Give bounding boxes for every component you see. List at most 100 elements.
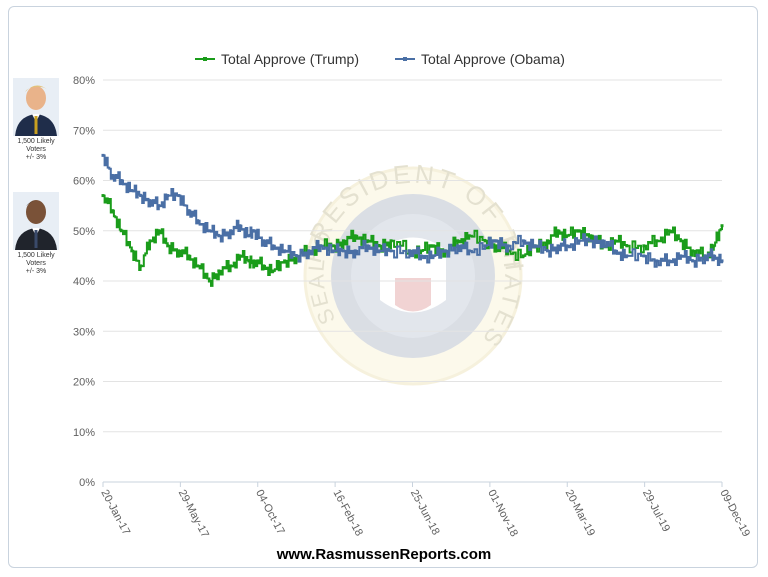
data-point[interactable] [110, 209, 114, 213]
data-point[interactable] [353, 249, 357, 253]
data-point[interactable] [691, 259, 695, 263]
data-point[interactable] [101, 153, 105, 157]
data-point[interactable] [642, 254, 646, 258]
data-point[interactable] [389, 239, 393, 243]
data-point[interactable] [494, 239, 498, 243]
data-point[interactable] [157, 204, 161, 208]
data-point[interactable] [377, 244, 381, 248]
data-point[interactable] [110, 173, 114, 177]
data-point[interactable] [712, 244, 716, 248]
data-point[interactable] [601, 239, 605, 243]
data-point[interactable] [247, 259, 251, 263]
data-point[interactable] [319, 244, 323, 248]
data-point[interactable] [655, 239, 659, 243]
data-point[interactable] [467, 249, 471, 253]
data-point[interactable] [720, 259, 724, 263]
data-point[interactable] [366, 239, 370, 243]
data-point[interactable] [261, 239, 265, 243]
data-point[interactable] [139, 264, 143, 268]
data-point[interactable] [101, 194, 105, 198]
data-point[interactable] [494, 244, 498, 248]
data-point[interactable] [483, 239, 487, 243]
data-point[interactable] [455, 239, 459, 243]
data-point[interactable] [166, 194, 170, 198]
data-point[interactable] [419, 249, 423, 253]
data-point[interactable] [521, 239, 525, 243]
data-point[interactable] [177, 249, 181, 253]
data-point[interactable] [331, 249, 335, 253]
data-point[interactable] [283, 259, 287, 263]
data-point[interactable] [667, 259, 671, 263]
data-point[interactable] [196, 219, 200, 223]
data-point[interactable] [307, 249, 311, 253]
data-point[interactable] [455, 244, 459, 248]
data-point[interactable] [556, 229, 560, 233]
data-point[interactable] [431, 244, 435, 248]
data-point[interactable] [294, 254, 298, 258]
data-point[interactable] [712, 254, 716, 258]
data-point[interactable] [247, 234, 251, 238]
data-point[interactable] [238, 254, 242, 258]
data-point[interactable] [667, 229, 671, 233]
data-point[interactable] [166, 244, 170, 248]
data-point[interactable] [148, 239, 152, 243]
data-point[interactable] [157, 229, 161, 233]
data-point[interactable] [443, 249, 447, 253]
data-point[interactable] [177, 194, 181, 198]
data-point[interactable] [691, 249, 695, 253]
data-point[interactable] [139, 194, 143, 198]
data-point[interactable] [119, 179, 123, 182]
data-point[interactable] [207, 229, 211, 233]
data-point[interactable] [625, 254, 629, 258]
data-point[interactable] [119, 229, 123, 233]
data-point[interactable] [366, 244, 370, 248]
data-point[interactable] [483, 244, 487, 248]
data-point[interactable] [577, 229, 581, 233]
data-point[interactable] [467, 234, 471, 238]
data-point[interactable] [207, 279, 211, 283]
data-point[interactable] [613, 239, 617, 243]
data-point[interactable] [589, 234, 593, 238]
data-point[interactable] [407, 249, 411, 253]
data-point[interactable] [565, 244, 569, 248]
data-point[interactable] [130, 189, 134, 193]
data-point[interactable] [655, 259, 659, 263]
legend-item-obama[interactable]: Total Approve (Obama) [395, 51, 565, 67]
data-point[interactable] [187, 254, 191, 258]
data-point[interactable] [577, 239, 581, 243]
data-point[interactable] [613, 249, 617, 253]
footer-url[interactable]: www.RasmussenReports.com [276, 546, 492, 563]
data-point[interactable] [130, 249, 134, 253]
legend[interactable]: Total Approve (Trump) Total Approve (Obam… [195, 51, 565, 67]
data-point[interactable] [238, 224, 242, 228]
data-point[interactable] [229, 229, 233, 233]
data-point[interactable] [252, 229, 256, 233]
data-point[interactable] [271, 269, 275, 273]
data-point[interactable] [545, 239, 549, 243]
data-point[interactable] [341, 239, 345, 243]
data-point[interactable] [521, 254, 525, 258]
data-point[interactable] [389, 249, 393, 253]
data-point[interactable] [261, 264, 265, 268]
data-point[interactable] [283, 249, 287, 253]
data-point[interactable] [229, 264, 233, 268]
data-point[interactable] [545, 249, 549, 253]
data-point[interactable] [353, 234, 357, 238]
data-point[interactable] [217, 234, 221, 238]
data-point[interactable] [556, 244, 560, 248]
data-point[interactable] [271, 244, 275, 248]
legend-item-trump[interactable]: Total Approve (Trump) [195, 51, 359, 67]
data-point[interactable] [679, 254, 683, 258]
data-point[interactable] [703, 254, 707, 258]
data-point[interactable] [196, 264, 200, 268]
data-point[interactable] [625, 244, 629, 248]
data-point[interactable] [533, 244, 537, 248]
data-point[interactable] [331, 244, 335, 248]
data-point[interactable] [148, 199, 152, 203]
data-point[interactable] [341, 249, 345, 253]
data-point[interactable] [217, 269, 221, 273]
data-point[interactable] [252, 259, 256, 263]
data-point[interactable] [589, 239, 593, 243]
data-point[interactable] [187, 209, 191, 213]
data-point[interactable] [642, 244, 646, 248]
